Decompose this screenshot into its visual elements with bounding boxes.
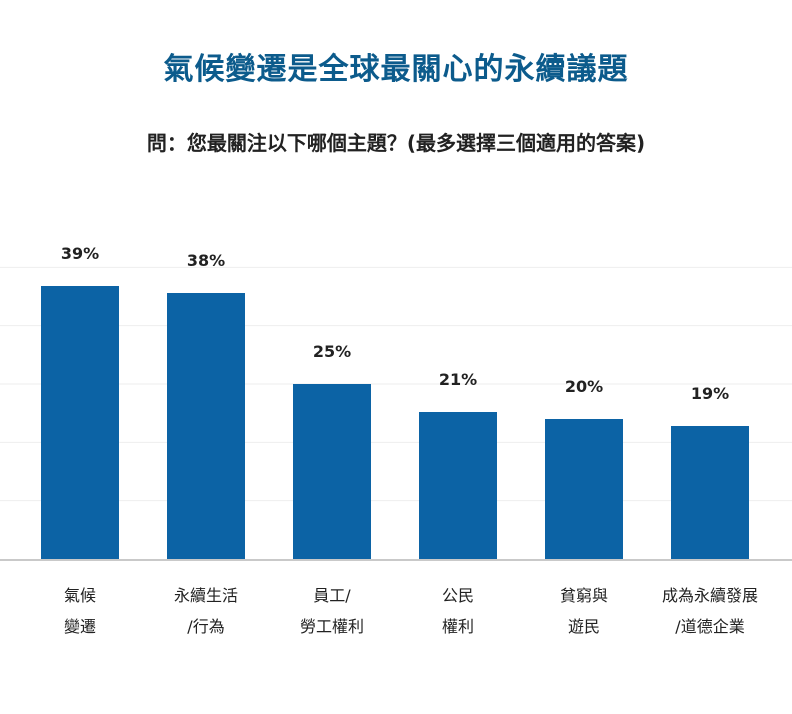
category-label: 權利 [442, 617, 474, 636]
category-label: 氣候 [64, 586, 96, 605]
category-label: 勞工權利 [300, 617, 364, 636]
category-label: 貧窮與 [560, 586, 608, 605]
chart-title: 氣候變遷是全球最關心的永續議題 [163, 52, 629, 87]
bar [167, 293, 245, 559]
bar [545, 419, 623, 559]
category-label: 永續生活 [174, 586, 238, 605]
bar [293, 384, 371, 559]
data-label: 19% [691, 384, 729, 403]
bar [671, 426, 749, 559]
bar [41, 286, 119, 559]
chart-subtitle: 問：您最關注以下哪個主題？(最多選擇三個適用的答案) [146, 131, 646, 155]
data-label: 20% [565, 377, 603, 396]
category-label: 遊民 [568, 617, 600, 636]
bar [419, 412, 497, 559]
category-label: 成為永續發展 [662, 586, 758, 605]
data-label: 38% [187, 251, 225, 270]
category-label: /行為 [187, 617, 224, 636]
data-label: 25% [313, 342, 351, 361]
data-label: 21% [439, 370, 477, 389]
category-label: /道德企業 [675, 617, 744, 636]
category-label: 變遷 [64, 617, 96, 636]
category-label: 公民 [442, 586, 474, 605]
data-label: 39% [61, 244, 99, 263]
category-label: 員工/ [313, 586, 351, 605]
